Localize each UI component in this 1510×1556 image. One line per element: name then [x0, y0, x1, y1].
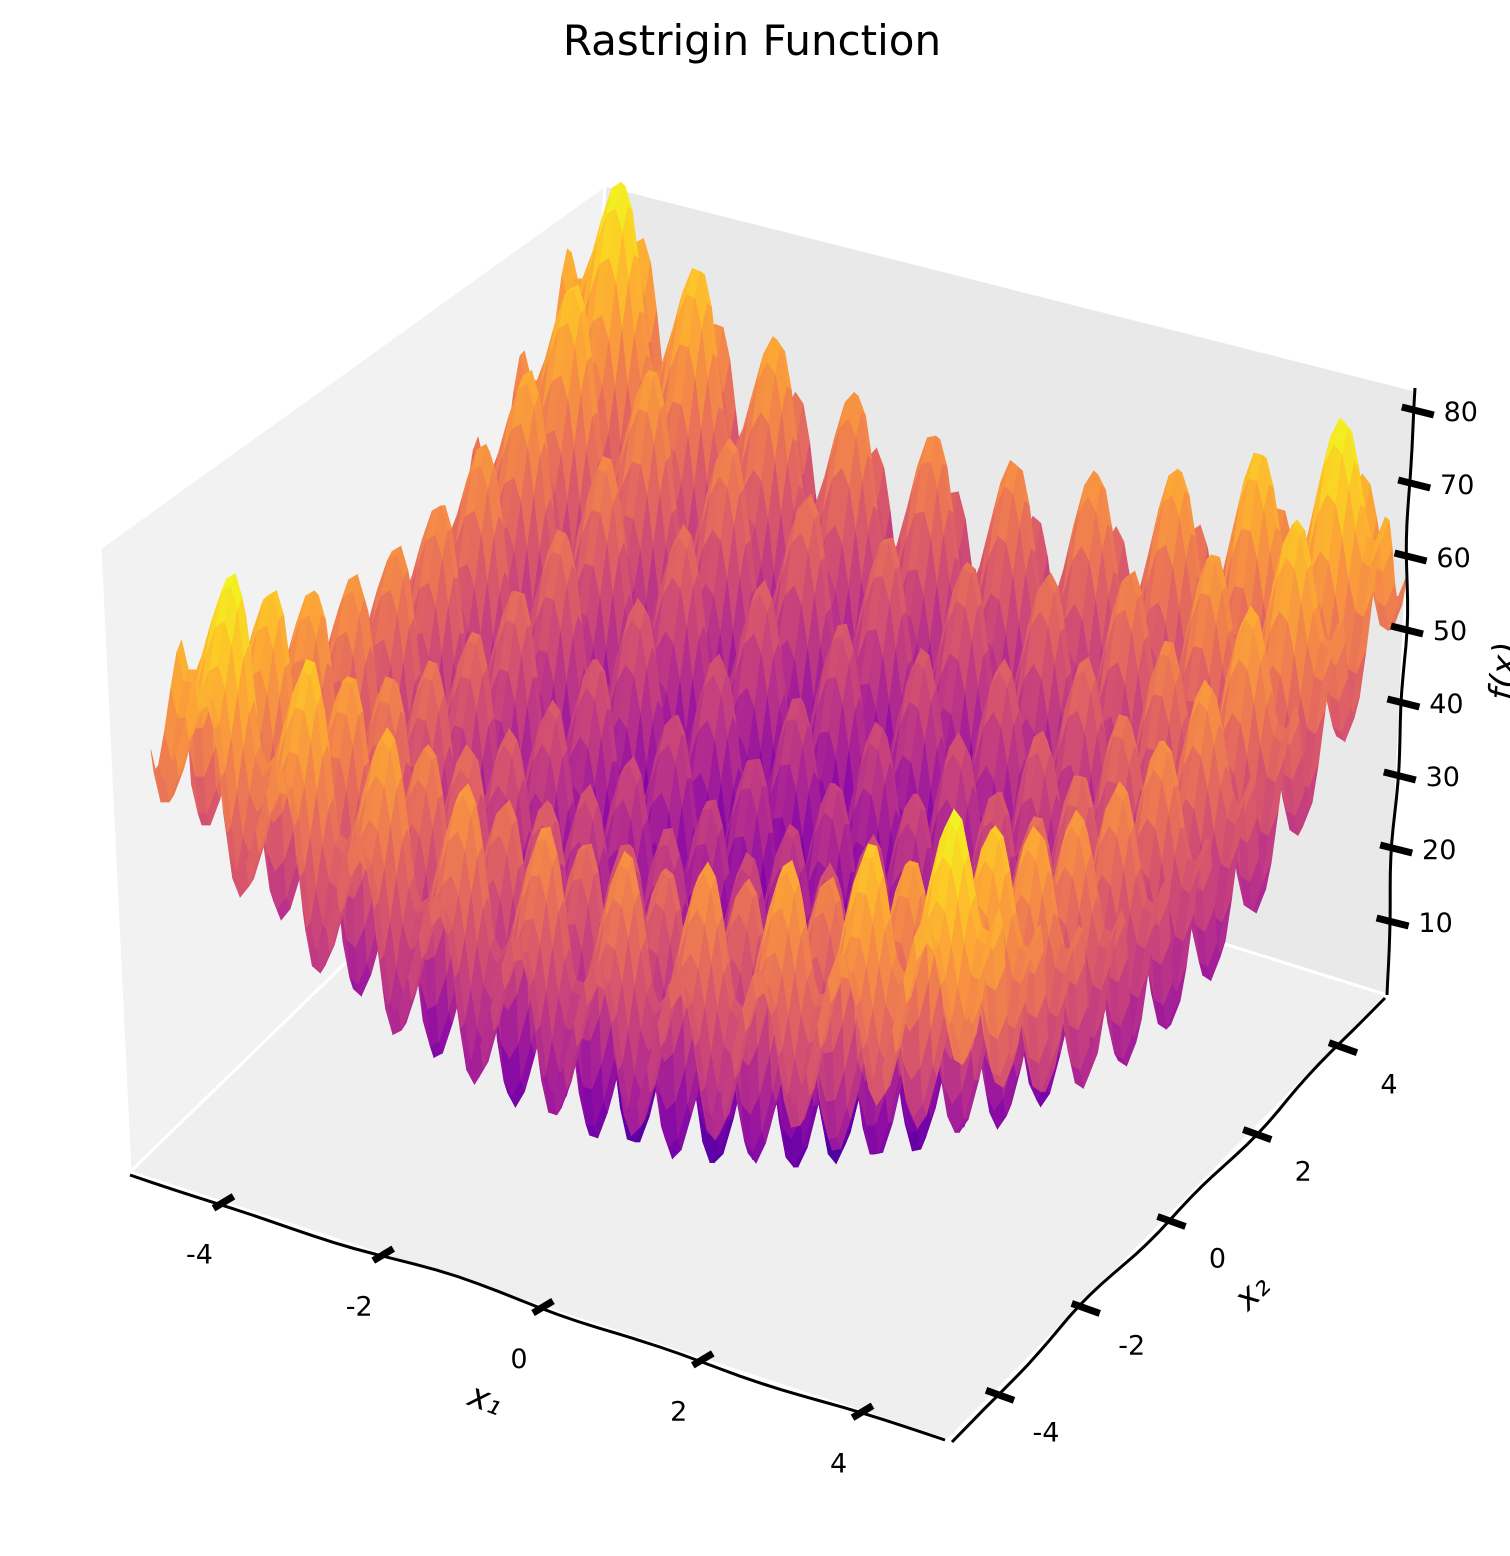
surface [150, 181, 1409, 1169]
chart-title: Rastrigin Function [563, 16, 941, 65]
